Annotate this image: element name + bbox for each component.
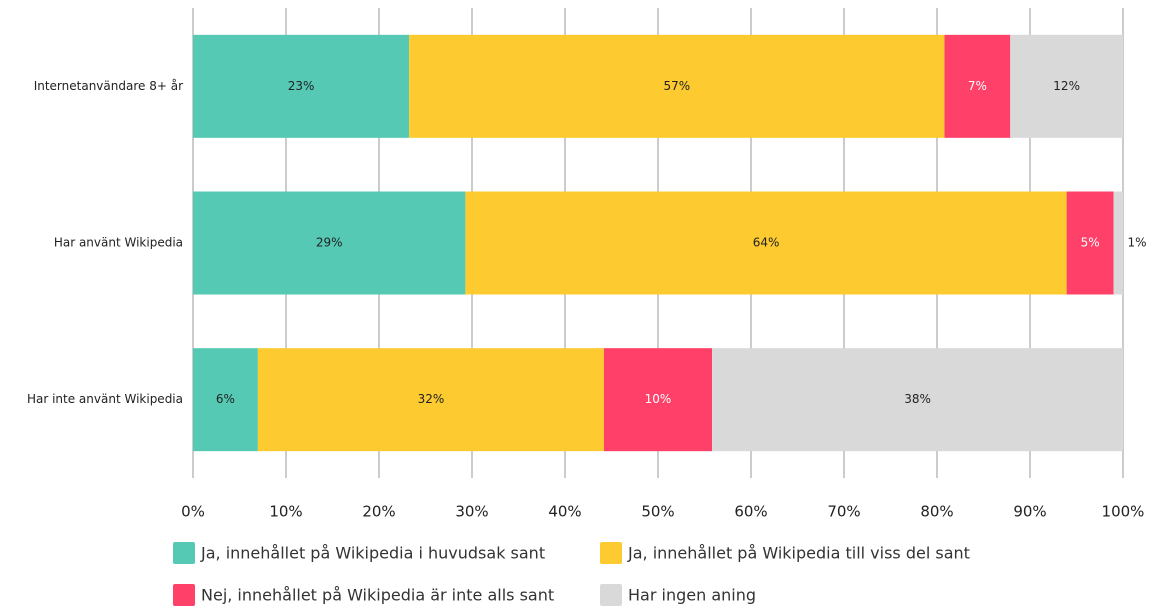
- data-label: 23%: [288, 79, 315, 93]
- bar-segment: [1010, 34, 1123, 138]
- bar-segment: [465, 191, 1067, 295]
- data-label: 7%: [968, 79, 987, 93]
- data-label: 1%: [1127, 236, 1146, 250]
- bar-segment: [603, 348, 713, 452]
- data-label: 32%: [418, 392, 445, 406]
- legend-label: Nej, innehållet på Wikipedia är inte all…: [201, 586, 554, 605]
- data-label: 5%: [1081, 236, 1100, 250]
- x-tick-label: 0%: [181, 503, 205, 521]
- bar-segment: [193, 191, 466, 295]
- x-tick-label: 30%: [455, 503, 488, 521]
- x-tick-label: 20%: [362, 503, 395, 521]
- data-label: 64%: [753, 236, 780, 250]
- x-tick-label: 60%: [734, 503, 767, 521]
- x-tick-label: 100%: [1102, 503, 1145, 521]
- legend-swatch: [600, 584, 622, 606]
- bar-segment: [944, 34, 1011, 138]
- bar-segment: [257, 348, 604, 452]
- data-label: 57%: [663, 79, 690, 93]
- x-tick-label: 40%: [548, 503, 581, 521]
- data-label: 10%: [645, 392, 672, 406]
- legend-label: Har ingen aning: [628, 586, 756, 605]
- y-tick-label: Internetanvändare 8+ år: [34, 79, 183, 93]
- y-tick-label: Har inte använt Wikipedia: [27, 392, 183, 406]
- x-tick-label: 70%: [827, 503, 860, 521]
- x-tick-label: 90%: [1013, 503, 1046, 521]
- legend-label: Ja, innehållet på Wikipedia i huvudsak s…: [200, 544, 545, 563]
- x-tick-label: 10%: [269, 503, 302, 521]
- legend-swatch: [173, 542, 195, 564]
- x-tick-label: 50%: [641, 503, 674, 521]
- data-label: 12%: [1053, 79, 1080, 93]
- bar-segment: [712, 348, 1123, 452]
- x-tick-label: 80%: [920, 503, 953, 521]
- bar-segment: [193, 34, 410, 138]
- legend-label: Ja, innehållet på Wikipedia till viss de…: [627, 544, 970, 563]
- legend-swatch: [173, 584, 195, 606]
- y-tick-label: Har använt Wikipedia: [54, 236, 183, 250]
- bar-segment: [1066, 191, 1114, 295]
- bar-segment: [193, 348, 258, 452]
- data-label: 6%: [216, 392, 235, 406]
- data-label: 38%: [904, 392, 931, 406]
- legend-swatch: [600, 542, 622, 564]
- bar-segment: [1113, 191, 1123, 295]
- data-label: 29%: [316, 236, 343, 250]
- bar-segment: [409, 34, 945, 138]
